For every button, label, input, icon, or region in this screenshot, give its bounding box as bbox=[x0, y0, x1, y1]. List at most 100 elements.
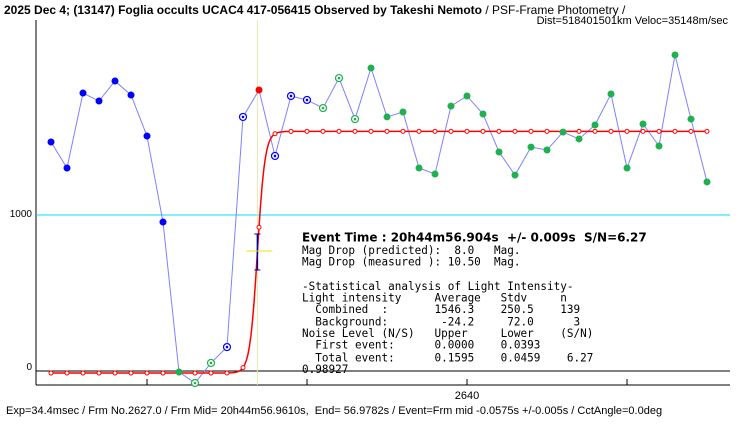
y-tick-label: 0 bbox=[26, 362, 32, 373]
data-point bbox=[543, 146, 551, 154]
data-point-center bbox=[321, 106, 325, 110]
model-point bbox=[688, 128, 694, 134]
data-point bbox=[495, 148, 503, 156]
data-point bbox=[607, 90, 615, 98]
data-point bbox=[575, 135, 583, 143]
stats-line: -Statistical analysis of Light Intensity… bbox=[302, 279, 574, 293]
stats-line: Noise Level (N/S) Upper Lower (S/N) bbox=[302, 326, 594, 341]
model-point bbox=[192, 370, 198, 376]
model-point bbox=[96, 370, 102, 376]
data-point bbox=[511, 171, 519, 179]
model-point bbox=[320, 128, 326, 134]
data-point-center bbox=[289, 94, 293, 98]
data-point bbox=[79, 89, 87, 97]
data-point bbox=[687, 115, 695, 123]
model-point bbox=[368, 128, 374, 134]
x-tick-label: 2640 bbox=[455, 390, 479, 402]
model-point bbox=[416, 128, 422, 134]
model-point bbox=[432, 128, 438, 134]
model-point bbox=[352, 128, 358, 134]
data-point bbox=[63, 164, 71, 172]
data-point bbox=[255, 86, 263, 94]
stats-line: 0.98927 bbox=[302, 362, 349, 376]
chart-title: 2025 Dec 4; (13147) Foglia occults UCAC4… bbox=[4, 3, 626, 17]
data-point bbox=[559, 128, 567, 136]
model-point bbox=[48, 370, 54, 376]
model-point bbox=[672, 128, 678, 134]
model-point bbox=[224, 370, 230, 376]
model-point bbox=[640, 128, 646, 134]
data-point-center bbox=[305, 98, 309, 102]
data-point-center bbox=[273, 154, 277, 158]
model-point bbox=[496, 128, 502, 134]
data-point bbox=[591, 121, 599, 129]
data-point bbox=[95, 97, 103, 105]
model-point bbox=[464, 128, 470, 134]
stats-line: Background: -24.2 72.0 3 bbox=[302, 314, 581, 329]
data-point bbox=[527, 143, 535, 151]
data-point bbox=[175, 368, 183, 376]
data-point bbox=[383, 113, 391, 121]
model-point bbox=[544, 128, 550, 134]
data-point-center bbox=[209, 361, 213, 365]
model-point bbox=[144, 370, 150, 376]
data-point-center bbox=[353, 117, 357, 121]
model-point bbox=[336, 128, 342, 134]
model-point bbox=[208, 370, 214, 376]
data-point bbox=[703, 178, 711, 186]
y-tick-label: 1000 bbox=[10, 209, 33, 220]
model-point bbox=[288, 128, 294, 134]
model-point bbox=[576, 128, 582, 134]
distance-velocity: Dist=518401501km Veloc=35148m/sec bbox=[536, 15, 728, 27]
data-point bbox=[127, 91, 135, 99]
data-point bbox=[47, 138, 55, 146]
data-point bbox=[623, 164, 631, 172]
model-point bbox=[256, 224, 262, 230]
data-point-center bbox=[193, 381, 197, 385]
model-point bbox=[512, 128, 518, 134]
event-time: Event Time : 20h44m56.904s +/- 0.009s S/… bbox=[302, 230, 647, 245]
model-point bbox=[528, 128, 534, 134]
stats-line: Combined : 1546.3 250.5 139 bbox=[302, 302, 581, 317]
model-point bbox=[608, 128, 614, 134]
model-point bbox=[592, 128, 598, 134]
model-point bbox=[480, 128, 486, 134]
data-point-center bbox=[241, 115, 245, 119]
stats-line: Mag Drop (predicted): 8.0 Mag. bbox=[302, 243, 521, 258]
data-point-center bbox=[225, 345, 229, 349]
stats-line: Total event: 0.1595 0.0459 6.27 bbox=[302, 350, 594, 365]
model-point bbox=[272, 131, 278, 137]
data-point bbox=[671, 51, 679, 59]
data-point bbox=[399, 108, 407, 116]
model-point bbox=[112, 370, 118, 376]
data-point bbox=[479, 110, 487, 118]
model-point bbox=[128, 370, 134, 376]
model-point bbox=[656, 128, 662, 134]
data-point bbox=[367, 64, 375, 72]
model-point bbox=[400, 128, 406, 134]
model-point bbox=[160, 370, 166, 376]
data-point bbox=[111, 77, 119, 85]
stats-panel: Event Time : 20h44m56.904s +/- 0.009s S/… bbox=[302, 230, 647, 375]
model-point bbox=[384, 128, 390, 134]
data-point bbox=[639, 120, 647, 128]
stats-line: Mag Drop (measured ): 10.50 Mag. bbox=[302, 255, 521, 270]
data-point bbox=[463, 92, 471, 100]
data-point-center bbox=[337, 76, 341, 80]
data-point bbox=[143, 132, 151, 140]
model-point bbox=[64, 370, 70, 376]
stats-line: Light intensity Average Stdv n bbox=[302, 291, 567, 305]
stats-line: First event: 0.0000 0.0393 bbox=[302, 338, 541, 353]
model-point bbox=[240, 365, 246, 371]
observed-series-line bbox=[50, 54, 708, 384]
data-point bbox=[431, 170, 439, 178]
data-point bbox=[447, 102, 455, 110]
model-point bbox=[80, 370, 86, 376]
model-point bbox=[448, 128, 454, 134]
model-curve bbox=[51, 130, 707, 374]
data-point bbox=[415, 164, 423, 172]
data-point bbox=[159, 218, 167, 226]
model-point bbox=[624, 128, 630, 134]
data-point bbox=[655, 142, 663, 150]
